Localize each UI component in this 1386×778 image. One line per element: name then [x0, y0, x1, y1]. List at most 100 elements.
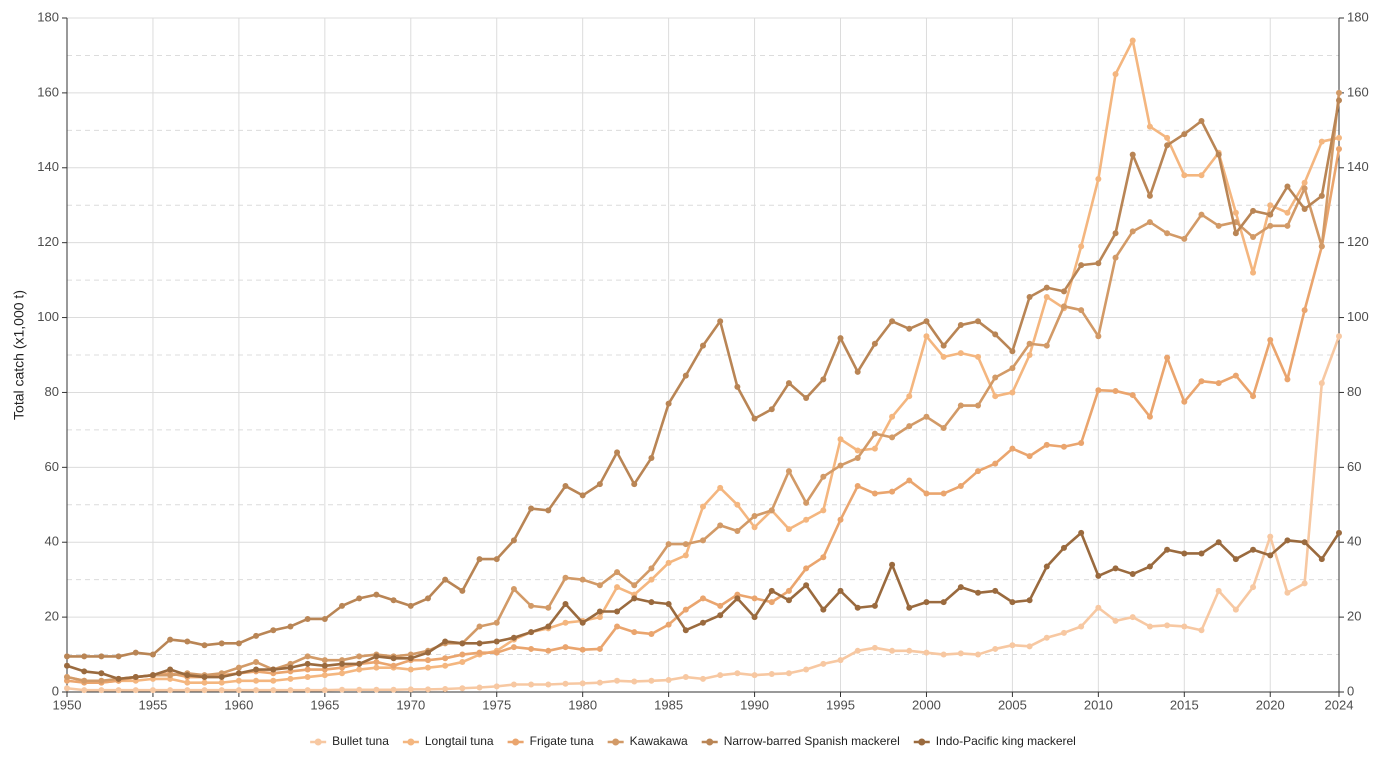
data-point [957, 322, 964, 329]
data-point [201, 687, 208, 694]
data-point [614, 677, 621, 684]
data-point [132, 674, 139, 681]
data-point [64, 653, 70, 660]
data-point [1198, 211, 1205, 218]
data-point [1009, 599, 1016, 606]
data-point [270, 687, 277, 694]
data-point [562, 574, 569, 581]
data-point [889, 434, 896, 441]
data-point [545, 681, 552, 688]
data-point [940, 425, 947, 432]
data-point [407, 686, 414, 693]
y2-tick-label: 100 [1347, 309, 1369, 324]
legend-label: Indo-Pacific king mackerel [936, 734, 1076, 748]
data-point [510, 644, 517, 651]
data-point [115, 675, 122, 682]
data-point [614, 608, 621, 615]
data-point [803, 499, 810, 506]
data-point [871, 644, 878, 651]
legend-swatch-dot [512, 738, 520, 746]
legend-swatch-dot [706, 738, 714, 746]
data-point [596, 679, 603, 686]
data-point [631, 582, 638, 589]
data-point [682, 674, 689, 681]
data-point [734, 383, 741, 390]
data-point [837, 587, 844, 594]
data-point [476, 556, 483, 563]
data-point [253, 632, 260, 639]
data-point [1026, 643, 1033, 650]
data-point [1232, 556, 1239, 563]
data-point [1232, 230, 1239, 237]
data-point [923, 333, 930, 340]
data-point [1164, 622, 1171, 629]
data-point [1009, 445, 1016, 452]
data-point [459, 685, 466, 692]
data-point [803, 582, 810, 589]
data-point [1284, 209, 1291, 216]
data-point [510, 537, 517, 544]
data-point [304, 674, 311, 681]
data-point [115, 687, 122, 694]
data-point [906, 423, 913, 430]
data-point [1250, 584, 1257, 591]
data-point [510, 681, 517, 688]
data-point [528, 645, 535, 652]
data-point [957, 650, 964, 657]
data-point [751, 524, 758, 531]
data-point [1043, 634, 1050, 641]
data-point [923, 649, 930, 656]
data-point [1129, 614, 1136, 621]
data-point [1026, 597, 1033, 604]
legend-label: Bullet tuna [332, 734, 389, 748]
y-tick-label: 140 [37, 159, 59, 174]
data-point [648, 454, 655, 461]
data-point [1078, 307, 1085, 314]
data-point [1181, 172, 1188, 179]
legend-swatch-dot [918, 738, 926, 746]
data-point [854, 647, 861, 654]
data-point [1043, 284, 1050, 291]
data-point [682, 627, 689, 634]
data-point [1301, 179, 1308, 186]
data-point [407, 666, 414, 673]
data-point [201, 674, 208, 681]
data-point [665, 559, 672, 566]
data-point [1267, 337, 1274, 344]
y-tick-label: 60 [45, 459, 59, 474]
y-axis-label: Total catch (x1,000 t) [11, 290, 27, 420]
data-point [923, 318, 930, 325]
data-point [992, 374, 999, 381]
data-point [1164, 142, 1171, 149]
data-point [1318, 380, 1325, 387]
data-point [81, 687, 88, 694]
data-point [700, 675, 706, 682]
data-point [235, 687, 242, 694]
data-point [837, 436, 844, 443]
y-tick-label: 180 [37, 9, 59, 24]
data-point [940, 599, 947, 606]
data-point [476, 649, 483, 656]
data-point [459, 651, 466, 658]
data-point [751, 513, 758, 520]
data-point [785, 380, 792, 387]
data-point [390, 655, 397, 662]
data-point [81, 668, 88, 675]
x-tick-label: 1965 [310, 697, 339, 712]
x-tick-label: 1980 [568, 697, 597, 712]
data-point [631, 595, 638, 602]
data-point [1318, 243, 1325, 250]
data-point [459, 587, 466, 594]
data-point [992, 331, 999, 338]
data-point [98, 687, 105, 694]
data-point [81, 653, 88, 660]
data-point [1009, 365, 1016, 372]
data-point [975, 353, 982, 360]
data-point [149, 672, 156, 679]
data-point [768, 507, 775, 514]
data-point [1112, 230, 1119, 237]
data-point [1112, 565, 1119, 572]
data-point [184, 638, 191, 645]
data-point [975, 402, 982, 409]
